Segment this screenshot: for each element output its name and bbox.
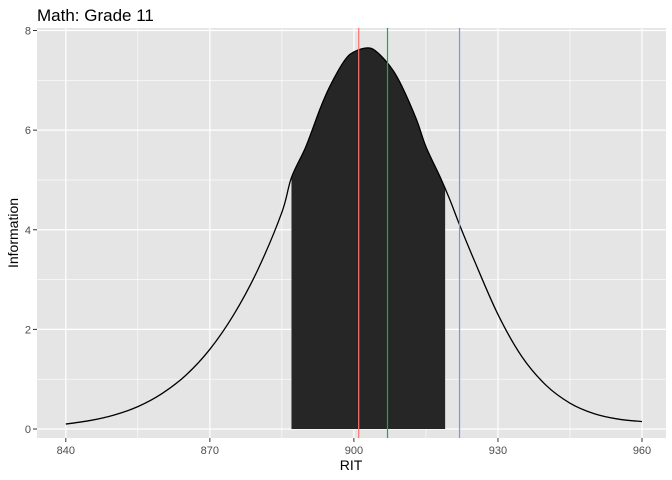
x-tick-label: 960 (633, 445, 651, 457)
x-axis-ticks: 840 870 900 930 960 (57, 438, 651, 457)
x-tick-label: 870 (201, 445, 219, 457)
y-tick-label: 2 (25, 324, 31, 336)
information-curve (65, 47, 643, 425)
y-tick-label: 0 (25, 424, 31, 436)
x-tick-label: 840 (57, 445, 75, 457)
shaded-area (291, 47, 446, 430)
y-tick-label: 8 (25, 25, 31, 37)
x-axis-title: RIT (340, 457, 363, 473)
y-tick-label: 4 (25, 225, 31, 237)
x-tick-label: 930 (489, 445, 507, 457)
reference-lines (358, 28, 461, 438)
x-tick-label: 900 (345, 445, 363, 457)
y-axis-ticks: 0 2 4 6 8 (25, 25, 37, 436)
y-axis-title: Information (5, 198, 21, 268)
chart-title: Math: Grade 11 (37, 6, 154, 25)
y-tick-label: 6 (25, 125, 31, 137)
